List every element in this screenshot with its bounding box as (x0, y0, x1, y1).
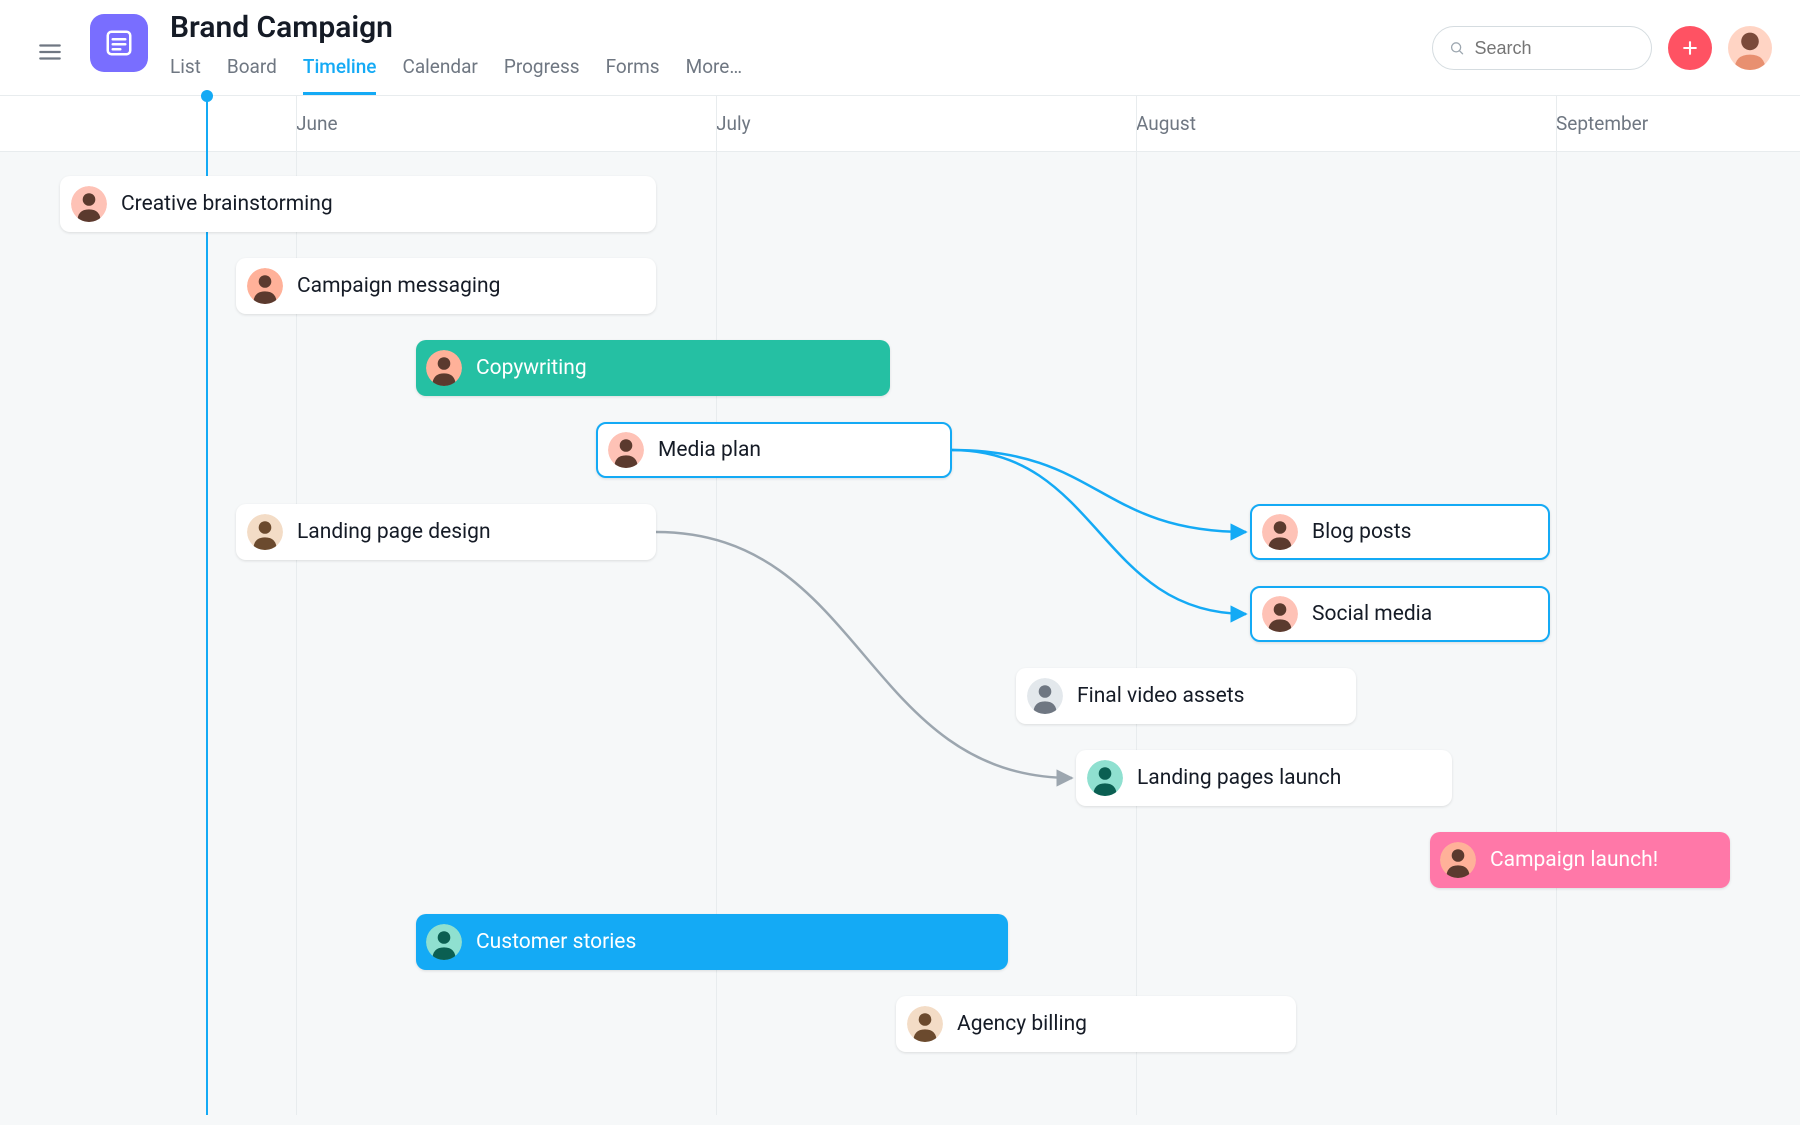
task-landing-launch[interactable]: Landing pages launch (1076, 750, 1452, 806)
task-label: Campaign messaging (297, 274, 500, 298)
assignee-avatar (1262, 514, 1298, 550)
task-agency-billing[interactable]: Agency billing (896, 996, 1296, 1052)
month-label: August (1136, 112, 1196, 135)
tab-progress[interactable]: Progress (504, 55, 580, 95)
task-rows: Creative brainstorming Campaign messagin… (0, 152, 1800, 1115)
month-label: September (1556, 112, 1648, 135)
tab-list[interactable]: List (170, 55, 201, 95)
timeline-area[interactable]: June July August September Creative brainst… (0, 96, 1800, 1115)
assignee-avatar (608, 432, 644, 468)
project-icon[interactable] (90, 14, 148, 72)
month-label: July (716, 112, 751, 135)
assignee-avatar (1440, 842, 1476, 878)
task-label: Landing page design (297, 520, 491, 544)
task-label: Customer stories (476, 930, 636, 954)
task-label: Agency billing (957, 1012, 1087, 1036)
task-creative-brainstorm[interactable]: Creative brainstorming (60, 176, 656, 232)
assignee-avatar (71, 186, 107, 222)
assignee-avatar (426, 924, 462, 960)
header-right (1432, 8, 1772, 88)
task-label: Landing pages launch (1137, 766, 1341, 790)
assignee-avatar (426, 350, 462, 386)
task-label: Media plan (658, 438, 761, 462)
assignee-avatar (1087, 760, 1123, 796)
task-media-plan[interactable]: Media plan (596, 422, 952, 478)
task-landing-page-design[interactable]: Landing page design (236, 504, 656, 560)
tab-board[interactable]: Board (227, 55, 277, 95)
view-tabs: List Board Timeline Calendar Progress Forms Mo… (170, 55, 742, 95)
search-icon (1449, 39, 1465, 57)
current-user-avatar[interactable] (1728, 26, 1772, 70)
assignee-avatar (1262, 596, 1298, 632)
assignee-avatar (247, 514, 283, 550)
tab-calendar[interactable]: Calendar (402, 55, 477, 95)
assignee-avatar (247, 268, 283, 304)
assignee-avatar (907, 1006, 943, 1042)
menu-toggle-button[interactable] (28, 30, 72, 74)
month-label: June (296, 112, 338, 135)
task-blog-posts[interactable]: Blog posts (1250, 504, 1550, 560)
title-block: Brand Campaign List Board Timeline Calendar… (170, 8, 742, 95)
today-marker-dot (201, 90, 213, 102)
task-campaign-messaging[interactable]: Campaign messaging (236, 258, 656, 314)
tab-timeline[interactable]: Timeline (303, 55, 377, 95)
task-label: Final video assets (1077, 684, 1244, 708)
tab-forms[interactable]: Forms (606, 55, 660, 95)
task-copywriting[interactable]: Copywriting (416, 340, 890, 396)
header-bar: Brand Campaign List Board Timeline Calendar… (0, 0, 1800, 96)
task-label: Blog posts (1312, 520, 1411, 544)
task-customer-stories[interactable]: Customer stories (416, 914, 1008, 970)
page-title: Brand Campaign (170, 8, 742, 45)
task-label: Campaign launch! (1490, 848, 1658, 872)
tab-more[interactable]: More… (686, 55, 742, 95)
task-final-video-assets[interactable]: Final video assets (1016, 668, 1356, 724)
month-header: June July August September (0, 96, 1800, 152)
search-input[interactable] (1475, 38, 1635, 59)
task-label: Creative brainstorming (121, 192, 333, 216)
task-campaign-launch[interactable]: Campaign launch! (1430, 832, 1730, 888)
task-social-media[interactable]: Social media (1250, 586, 1550, 642)
task-label: Copywriting (476, 356, 587, 380)
task-label: Social media (1312, 602, 1432, 626)
plus-icon (1680, 38, 1700, 58)
assignee-avatar (1027, 678, 1063, 714)
search-box[interactable] (1432, 26, 1652, 70)
add-button[interactable] (1668, 26, 1712, 70)
